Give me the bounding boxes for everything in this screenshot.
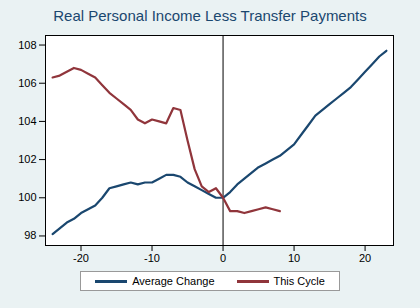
html-text:Real Personal Income Less Tran: Real Personal Income Less Transfer Payme… [53, 7, 367, 24]
svg-text:98: 98 [24, 229, 36, 241]
svg-text:20: 20 [359, 252, 371, 264]
html-text:This Cycle: This Cycle [273, 275, 325, 287]
svg-text:106: 106 [18, 77, 36, 89]
svg-text:10: 10 [288, 252, 300, 264]
svg-text:102: 102 [18, 153, 36, 165]
svg-text:0: 0 [220, 252, 226, 264]
svg-text:104: 104 [18, 115, 36, 127]
html-text:Average Change: Average Change [132, 275, 215, 287]
svg-text:108: 108 [18, 39, 36, 51]
svg-text:100: 100 [18, 191, 36, 203]
svg-text:-20: -20 [73, 252, 89, 264]
svg-text:-10: -10 [144, 252, 160, 264]
